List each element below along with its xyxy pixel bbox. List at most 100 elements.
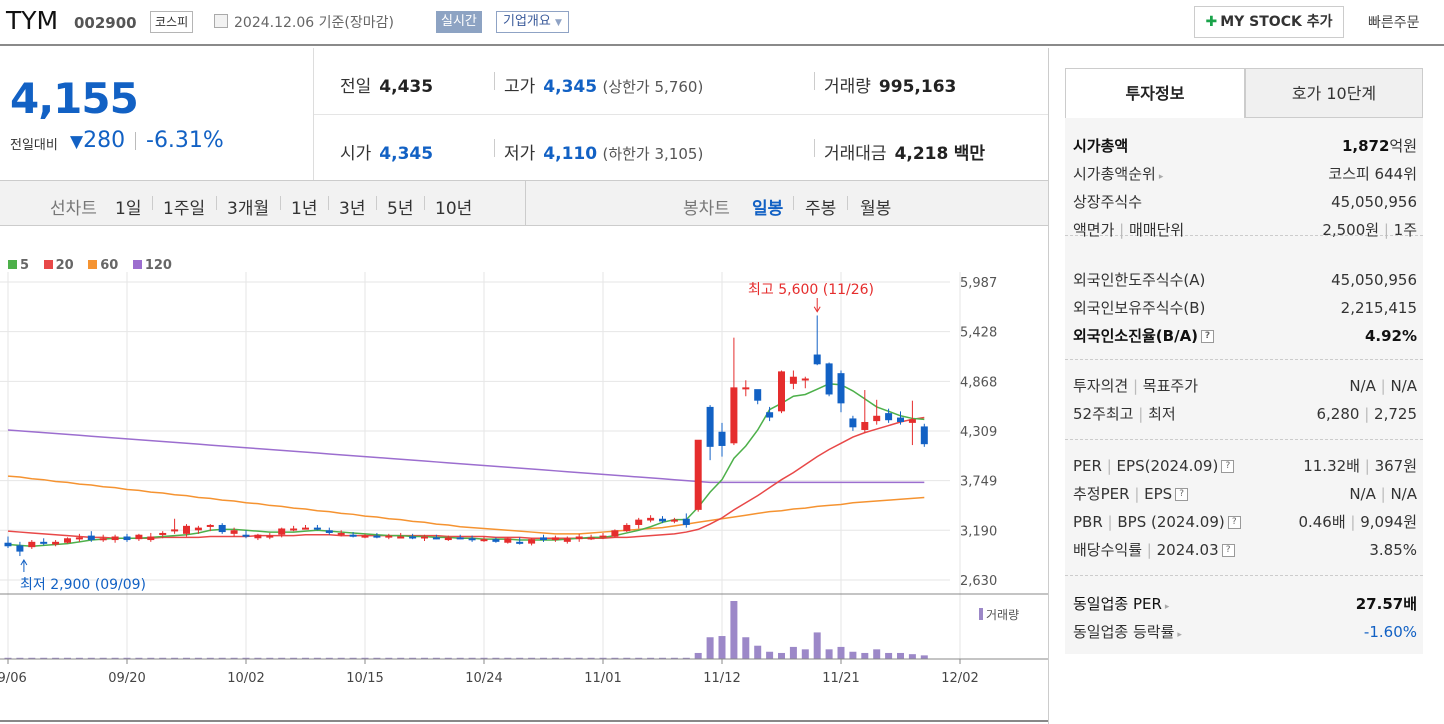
volume-bar (337, 657, 345, 659)
volume-bar (206, 657, 214, 659)
candle (504, 537, 512, 544)
mcap-rank-value: 코스피 644위 (1328, 165, 1417, 183)
candle (718, 422, 726, 457)
help-icon[interactable]: ? (1175, 488, 1189, 501)
tab-1d[interactable]: 1일 (115, 199, 142, 219)
volume-bar (468, 657, 476, 659)
volume-bar (801, 649, 809, 659)
volume-bar (885, 652, 893, 659)
candle (64, 537, 71, 544)
volume-bar (75, 657, 83, 659)
open-label: 시가 (340, 144, 372, 164)
ma5-line (7, 383, 925, 548)
candlestick-chart: 5,987 5,428 4,868 4,309 3,749 3,190 2,630 09/06… (0, 272, 1048, 722)
candle (206, 524, 214, 532)
volume-bar (218, 657, 226, 659)
candle (849, 415, 857, 431)
help-icon[interactable]: ? (1221, 544, 1235, 557)
volume-bar (587, 657, 595, 659)
volume-bar (278, 657, 286, 659)
tab-5y[interactable]: 5년 (387, 199, 414, 219)
volume-bar (123, 657, 131, 659)
corp-info-dropdown[interactable]: 기업개요 ▼ (496, 11, 569, 33)
volume-bar (540, 657, 547, 659)
tab-3m[interactable]: 3개월 (227, 199, 270, 219)
volume-bar (849, 651, 857, 659)
candle (290, 525, 298, 532)
shares-value: 45,050,956 (1331, 193, 1417, 211)
mcap-rank-link[interactable]: 시가총액순위 ▸ (1073, 165, 1164, 183)
volume-bar (599, 657, 607, 659)
prev-value: 4,435 (379, 77, 434, 97)
low-value: 4,110 (543, 144, 598, 164)
candle (766, 406, 774, 422)
volume-bar (444, 657, 452, 659)
candle (682, 513, 690, 528)
volume-bar (171, 657, 179, 659)
tab-daily[interactable]: 일봉 (752, 199, 784, 219)
candle (409, 533, 417, 540)
volume-bar (528, 657, 536, 659)
volume-bar (754, 645, 762, 659)
candle (540, 534, 547, 542)
volume-bar (730, 601, 738, 659)
change-pct: -6.31% (146, 128, 224, 153)
volume-bar (682, 657, 690, 659)
candle (468, 535, 476, 542)
tab-invest-info[interactable]: 투자정보 (1065, 68, 1245, 118)
quick-order-link[interactable]: 빠른주문 (1368, 15, 1420, 31)
base-date: 2024.12.06 기준(장마감) (234, 15, 394, 31)
help-icon[interactable]: ? (1221, 460, 1235, 473)
volume-bar (230, 657, 238, 659)
industry-per-link[interactable]: 동일업종 PER ▸ (1073, 595, 1170, 613)
market-badge: 코스피 (150, 11, 194, 33)
volume-bar (920, 655, 928, 659)
volume-bar (551, 657, 559, 659)
amount-unit: 백만 (953, 144, 986, 164)
candle (861, 390, 869, 433)
tab-1y[interactable]: 1년 (291, 199, 318, 219)
volume-bar (647, 657, 655, 659)
y-tick-label: 3,749 (960, 475, 997, 490)
candle (825, 362, 833, 397)
candle (551, 535, 559, 542)
candle (635, 517, 643, 529)
volume-bar (421, 657, 428, 659)
candle (647, 515, 655, 523)
candle (611, 529, 619, 538)
my-stock-add-button[interactable]: ✚ MY STOCK 추가 (1194, 6, 1344, 38)
candle (742, 380, 750, 397)
help-icon[interactable]: ? (1201, 330, 1215, 343)
tab-3y[interactable]: 3년 (339, 199, 366, 219)
candle (242, 530, 250, 539)
price-box: 4,155 전일대비 ▼280 -6.31% (0, 48, 314, 180)
help-icon[interactable]: ? (1227, 516, 1241, 529)
candle (873, 399, 881, 425)
candle (778, 370, 785, 414)
volume-bar (575, 657, 583, 659)
volume-bar (623, 657, 631, 659)
candle (325, 527, 333, 535)
candle (885, 408, 893, 423)
volume-bar (742, 637, 750, 659)
candle (385, 533, 393, 540)
candle (16, 541, 24, 557)
stock-header: TYM 002900 코스피 2024.12.06 기준(장마감) 실시간 기업… (0, 0, 1444, 46)
y-tick-label: 5,987 (960, 276, 997, 291)
tab-orderbook[interactable]: 호가 10단계 (1245, 68, 1423, 118)
tab-1w[interactable]: 1주일 (163, 199, 206, 219)
volume-bar (52, 657, 60, 659)
down-triangle-icon: ▼ (70, 132, 84, 152)
tab-weekly[interactable]: 주봉 (805, 199, 837, 219)
foreign-hold-value: 2,215,415 (1340, 299, 1417, 317)
realtime-button[interactable]: 실시간 (436, 11, 482, 33)
candle (480, 536, 488, 542)
tab-10y[interactable]: 10년 (435, 199, 473, 219)
industry-change-link[interactable]: 동일업종 등락률 ▸ (1073, 623, 1182, 641)
candle (266, 532, 274, 540)
volume-bar (706, 637, 714, 659)
x-tick-label: 11/01 (584, 671, 621, 686)
tab-monthly[interactable]: 월봉 (860, 199, 892, 219)
candle (361, 533, 369, 539)
candle (813, 315, 821, 366)
